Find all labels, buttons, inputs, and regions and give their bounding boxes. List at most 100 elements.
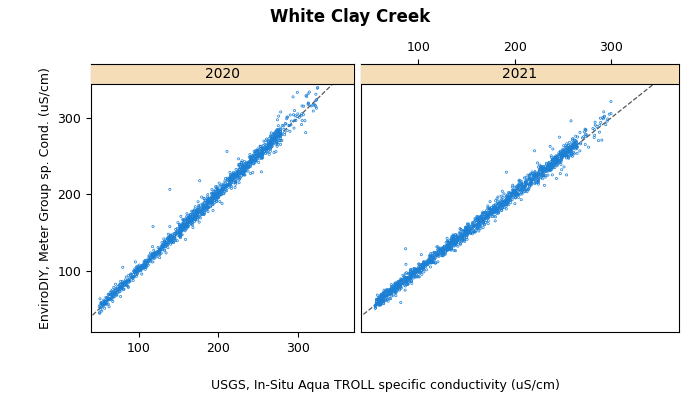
Point <box>160 239 171 246</box>
Point <box>469 223 480 229</box>
Point <box>483 218 494 224</box>
Point <box>473 219 484 225</box>
Point <box>472 222 483 228</box>
Point <box>463 227 475 233</box>
Point <box>254 151 265 158</box>
Point <box>423 258 434 265</box>
Point <box>275 134 286 140</box>
Point <box>526 178 537 184</box>
Point <box>529 171 540 178</box>
Point <box>438 249 449 256</box>
Point <box>140 263 151 269</box>
Point <box>162 235 173 242</box>
Point <box>506 191 517 198</box>
Point <box>465 227 476 234</box>
Point <box>258 146 269 153</box>
Point <box>202 203 213 210</box>
Point <box>234 164 246 171</box>
Point <box>154 246 165 252</box>
Point <box>188 212 199 218</box>
Point <box>149 253 160 259</box>
Point <box>463 228 474 235</box>
Point <box>575 129 586 136</box>
Point <box>527 176 538 183</box>
Point <box>177 224 188 230</box>
Point <box>302 100 314 106</box>
Point <box>543 161 554 168</box>
Point <box>536 165 547 171</box>
Point <box>437 245 448 252</box>
Point <box>556 155 568 161</box>
Point <box>202 196 214 202</box>
Point <box>176 226 187 232</box>
Point <box>374 294 385 301</box>
Point <box>393 278 405 284</box>
Point <box>474 220 485 226</box>
Point <box>505 193 516 200</box>
Point <box>225 176 237 183</box>
Point <box>164 234 175 240</box>
Point <box>272 135 284 141</box>
Point <box>426 256 437 262</box>
Point <box>446 235 457 242</box>
Point <box>176 225 188 231</box>
Point <box>256 148 267 154</box>
Point <box>180 222 191 228</box>
Point <box>176 228 187 234</box>
Point <box>266 141 277 147</box>
Point <box>148 254 159 260</box>
Point <box>557 146 568 152</box>
Point <box>567 142 578 148</box>
Point <box>379 292 390 299</box>
Point <box>447 234 458 240</box>
Point <box>405 268 416 274</box>
Point <box>540 168 551 174</box>
Point <box>531 171 542 178</box>
Point <box>400 276 412 282</box>
Point <box>268 135 279 141</box>
Point <box>257 152 268 158</box>
Point <box>446 242 457 248</box>
Point <box>428 259 439 266</box>
Point <box>132 267 143 273</box>
Point <box>425 254 436 261</box>
Point <box>260 146 271 152</box>
Point <box>440 244 452 250</box>
Point <box>544 166 555 172</box>
Point <box>144 254 155 261</box>
Point <box>206 193 217 200</box>
Point <box>556 153 567 159</box>
Point <box>197 204 208 210</box>
Point <box>228 173 239 179</box>
Point <box>271 130 282 137</box>
Point <box>538 172 549 179</box>
Point <box>276 137 288 144</box>
Point <box>220 182 232 189</box>
Point <box>394 283 405 290</box>
Point <box>510 192 522 198</box>
Point <box>182 224 193 230</box>
Point <box>275 128 286 135</box>
Point <box>546 167 557 173</box>
Point <box>98 297 109 303</box>
Point <box>416 252 427 258</box>
Point <box>537 167 548 173</box>
Point <box>444 242 456 248</box>
Point <box>194 208 205 214</box>
Point <box>154 247 165 254</box>
Point <box>559 150 570 156</box>
Point <box>387 283 398 290</box>
Point <box>190 213 201 220</box>
Point <box>378 296 389 302</box>
Point <box>454 237 465 243</box>
Point <box>121 279 132 286</box>
Point <box>469 223 480 229</box>
Point <box>454 230 466 237</box>
Point <box>106 290 117 297</box>
Point <box>570 141 582 148</box>
Point <box>457 234 468 241</box>
Point <box>496 202 507 208</box>
Point <box>255 146 266 152</box>
Point <box>444 245 455 252</box>
Point <box>564 144 575 150</box>
